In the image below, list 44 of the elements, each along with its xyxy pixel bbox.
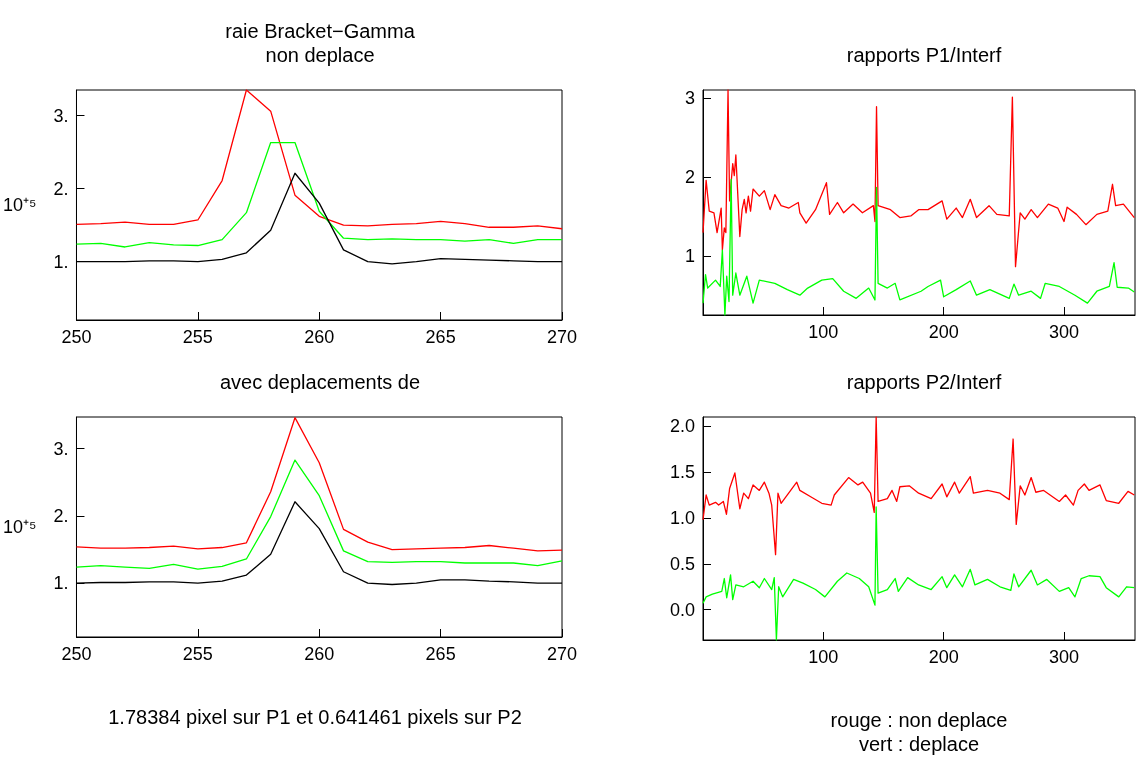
y-tick-label: 1.	[53, 573, 69, 594]
y-tick-label: 0.5	[669, 553, 695, 574]
x-tick-label: 100	[808, 322, 839, 342]
text: rouge : non deplace vert : deplace	[830, 709, 1008, 755]
y-tick-label: 2.	[53, 178, 69, 199]
line-series	[702, 89, 1135, 268]
y-tick-label: 1	[684, 246, 695, 267]
y-axis-title: 10⁺⁵	[3, 195, 37, 215]
x-tick-label: 255	[182, 327, 213, 347]
y-tick-label: 3.	[53, 105, 69, 126]
chart-title: rapports P2/Interf	[846, 371, 1002, 393]
y-tick-label: 0.0	[669, 599, 695, 620]
chart-title: raie Bracket−Gamma non deplace	[225, 20, 416, 66]
x-tick-label: 265	[425, 644, 456, 664]
line-series	[75, 417, 563, 552]
y-tick-label: 3	[684, 87, 695, 108]
x-tick-label: 270	[546, 327, 578, 347]
line-series	[75, 141, 563, 248]
x-tick-label: 250	[61, 644, 92, 664]
line-series	[75, 89, 563, 230]
x-tick-label: 270	[546, 644, 578, 664]
x-tick-label: 250	[61, 327, 92, 347]
x-tick-label: 300	[1048, 322, 1080, 342]
y-tick-label: 3.	[53, 438, 69, 459]
y-tick-label: 2.	[53, 505, 69, 526]
x-tick-label: 260	[304, 327, 335, 347]
y-tick-label: 1.0	[669, 507, 695, 528]
y-axis-title: 10⁺⁵	[3, 517, 37, 537]
x-tick-label: 200	[928, 647, 959, 667]
line-series	[702, 416, 1135, 556]
x-tick-label: 300	[1048, 647, 1080, 667]
y-tick-label: 2.0	[669, 416, 695, 437]
x-tick-label: 260	[304, 644, 335, 664]
x-tick-label: 200	[928, 322, 959, 342]
x-tick-label: 255	[182, 644, 213, 664]
line-series	[75, 459, 563, 570]
y-tick-label: 1.5	[669, 462, 695, 483]
x-tick-label: 265	[425, 327, 456, 347]
chart-title: avec deplacements de	[219, 371, 421, 393]
y-tick-label: 1.	[53, 251, 69, 272]
text: 1.78384 pixel sur P1 et 0.641461 pixels sur P2	[108, 706, 522, 728]
x-tick-label: 100	[808, 647, 839, 667]
y-tick-label: 2	[684, 167, 695, 188]
chart-title: rapports P1/Interf	[846, 44, 1002, 66]
